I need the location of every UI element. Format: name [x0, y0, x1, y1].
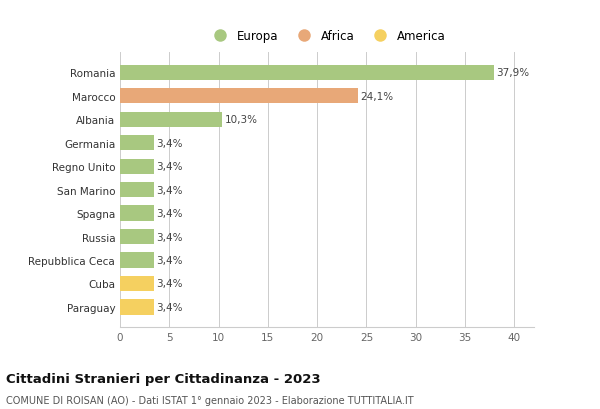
Text: 3,4%: 3,4%: [157, 209, 183, 218]
Text: 3,4%: 3,4%: [157, 232, 183, 242]
Text: 3,4%: 3,4%: [157, 185, 183, 195]
Bar: [120, 182, 154, 198]
Bar: [120, 253, 154, 268]
Bar: [120, 276, 154, 291]
Bar: [120, 136, 154, 151]
Text: Cittadini Stranieri per Cittadinanza - 2023: Cittadini Stranieri per Cittadinanza - 2…: [6, 373, 320, 385]
Bar: [120, 229, 154, 245]
Bar: [120, 112, 221, 128]
Bar: [120, 89, 358, 104]
Text: 24,1%: 24,1%: [361, 92, 394, 101]
Text: 10,3%: 10,3%: [224, 115, 257, 125]
Text: 3,4%: 3,4%: [157, 162, 183, 172]
Text: 3,4%: 3,4%: [157, 279, 183, 289]
Legend: Europa, Africa, America: Europa, Africa, America: [205, 26, 449, 46]
Text: 3,4%: 3,4%: [157, 138, 183, 148]
Text: 3,4%: 3,4%: [157, 302, 183, 312]
Bar: [120, 65, 494, 81]
Text: COMUNE DI ROISAN (AO) - Dati ISTAT 1° gennaio 2023 - Elaborazione TUTTITALIA.IT: COMUNE DI ROISAN (AO) - Dati ISTAT 1° ge…: [6, 395, 413, 405]
Text: 3,4%: 3,4%: [157, 255, 183, 265]
Bar: [120, 299, 154, 315]
Bar: [120, 159, 154, 174]
Bar: [120, 206, 154, 221]
Text: 37,9%: 37,9%: [497, 68, 530, 78]
